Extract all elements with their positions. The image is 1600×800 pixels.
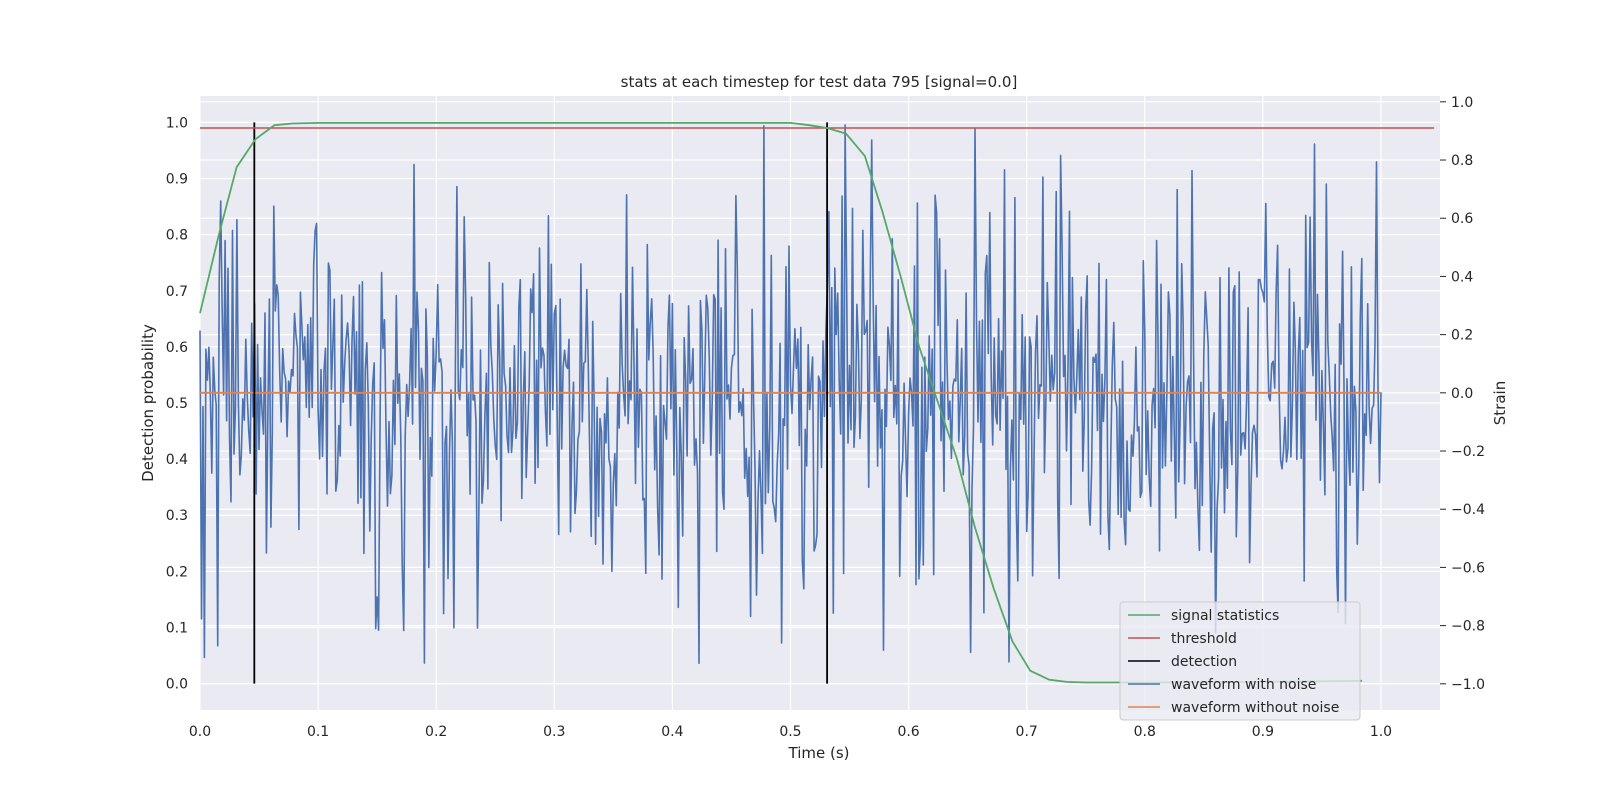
y2-tick-label: −0.2 bbox=[1451, 444, 1485, 460]
x-tick-label: 0.8 bbox=[1134, 724, 1156, 740]
x-tick-label: 0.7 bbox=[1016, 724, 1038, 740]
chart-title: stats at each timestep for test data 795… bbox=[621, 73, 1018, 91]
y2-tick-label: 0.4 bbox=[1451, 269, 1473, 285]
x-tick-label: 0.3 bbox=[543, 724, 565, 740]
x-tick-label: 0.4 bbox=[661, 724, 683, 740]
y-tick-label: 0.8 bbox=[166, 228, 188, 244]
legend-label-waveform-without-noise: waveform without noise bbox=[1171, 700, 1339, 716]
y-tick-label: 0.9 bbox=[166, 172, 188, 188]
x-axis-title: Time (s) bbox=[788, 744, 850, 762]
y-tick-label: 0.3 bbox=[166, 508, 188, 524]
y2-tick-label: −0.8 bbox=[1451, 619, 1485, 635]
x-tick-label: 0.0 bbox=[189, 724, 211, 740]
series-waveform-with-noise bbox=[199, 124, 1382, 665]
y2-tick-label: 0.8 bbox=[1451, 153, 1473, 169]
y2-tick-label: 0.2 bbox=[1451, 328, 1473, 344]
x-tick-label: 0.9 bbox=[1252, 724, 1274, 740]
y-axis-title: Detection probability bbox=[139, 324, 157, 482]
legend-label-threshold: threshold bbox=[1171, 631, 1237, 647]
legend-label-waveform-with-noise: waveform with noise bbox=[1171, 677, 1316, 693]
y-tick-label: 1.0 bbox=[166, 115, 188, 131]
x-tick-label: 0.2 bbox=[425, 724, 447, 740]
ticks-layer: 0.0 0.1 0.2 0.3 0.4 0.5 0.6 0.7 0.8 0.9 1.0 0.0 0.1 0… bbox=[166, 95, 1485, 740]
y-tick-label: 0.2 bbox=[166, 564, 188, 580]
y2-tick-label: −0.6 bbox=[1451, 560, 1485, 576]
legend-box bbox=[1119, 601, 1361, 721]
y-tick-label: 0.7 bbox=[166, 284, 188, 300]
y2-axis-title: Strain bbox=[1491, 381, 1509, 425]
legend-label-detection: detection bbox=[1171, 654, 1237, 670]
y2-tick-label: 0.6 bbox=[1451, 211, 1473, 227]
y2-tick-label: 1.0 bbox=[1451, 95, 1473, 111]
x-tick-label: 0.6 bbox=[897, 724, 919, 740]
y-tick-label: 0.4 bbox=[166, 452, 188, 468]
y-tick-label: 0.6 bbox=[166, 340, 188, 356]
series-layer bbox=[199, 122, 1435, 684]
y2-tick-label: 0.0 bbox=[1451, 386, 1473, 402]
y-tick-label: 0.1 bbox=[166, 620, 188, 636]
y2-tick-label: −0.4 bbox=[1451, 502, 1485, 518]
legend-label-signal-statistics: signal statistics bbox=[1171, 608, 1279, 624]
y-tick-label: 0.5 bbox=[166, 396, 188, 412]
x-tick-label: 0.5 bbox=[779, 724, 801, 740]
x-tick-label: 0.1 bbox=[307, 724, 329, 740]
y-tick-label: 0.0 bbox=[166, 677, 188, 693]
x-tick-label: 1.0 bbox=[1370, 724, 1392, 740]
legend: signal statistics threshold detection wa… bbox=[1119, 601, 1361, 721]
series-signal-statistics bbox=[199, 122, 1363, 684]
y2-tick-label: −1.0 bbox=[1451, 677, 1485, 693]
